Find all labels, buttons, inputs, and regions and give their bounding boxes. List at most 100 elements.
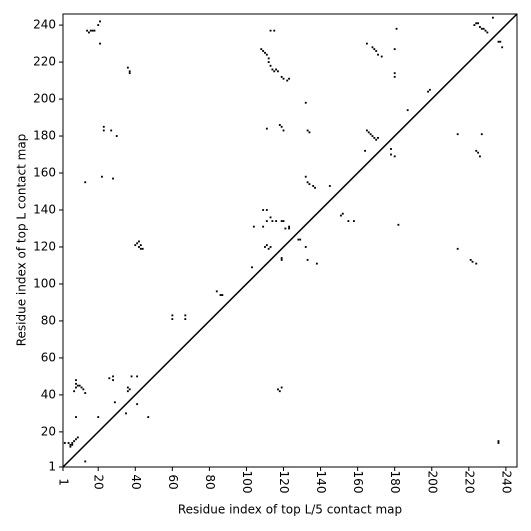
contact xyxy=(479,155,481,158)
contact xyxy=(427,90,429,93)
contact xyxy=(271,220,274,223)
contact xyxy=(93,29,96,32)
contact xyxy=(147,416,150,419)
contact xyxy=(282,77,285,80)
y-tick-label: 240 xyxy=(33,18,56,32)
contact xyxy=(219,294,222,296)
contact xyxy=(365,42,368,45)
x-tick-label: 40 xyxy=(129,474,143,489)
contact xyxy=(297,238,300,241)
contact xyxy=(306,258,309,261)
x-tick-label: 220 xyxy=(462,471,476,494)
contact xyxy=(397,223,400,226)
contact xyxy=(84,460,87,463)
contact xyxy=(75,379,77,382)
contact xyxy=(282,129,285,132)
contact xyxy=(184,318,187,321)
contact xyxy=(99,42,101,45)
contact xyxy=(456,247,459,250)
contact xyxy=(475,262,478,265)
x-tick-label: 180 xyxy=(388,471,402,494)
contact xyxy=(102,125,105,128)
contact xyxy=(280,386,283,389)
contact xyxy=(63,442,66,444)
contact xyxy=(375,138,378,141)
contact xyxy=(75,416,77,419)
contact xyxy=(126,66,129,69)
contact xyxy=(128,388,131,391)
contact xyxy=(280,75,283,78)
contact xyxy=(267,57,270,60)
y-tick-label: 1 xyxy=(48,460,56,474)
contact xyxy=(99,20,101,23)
contact xyxy=(75,438,77,441)
contact xyxy=(477,151,480,154)
contact xyxy=(76,384,79,387)
contact xyxy=(286,79,289,82)
contact xyxy=(265,209,268,211)
contact xyxy=(269,29,272,32)
contact xyxy=(377,53,379,56)
contact xyxy=(139,247,142,250)
contact xyxy=(73,390,76,393)
contact xyxy=(271,68,274,71)
contact xyxy=(280,220,283,223)
contact xyxy=(130,375,133,378)
x-tick-label: 20 xyxy=(92,474,106,489)
contact xyxy=(269,64,272,67)
x-tick-label: 160 xyxy=(351,471,365,494)
y-tick-label: 200 xyxy=(33,92,56,106)
contact xyxy=(126,386,129,389)
contact xyxy=(139,244,142,247)
contact xyxy=(480,27,483,30)
contact xyxy=(308,183,311,186)
contact xyxy=(315,262,318,265)
contact xyxy=(136,242,139,245)
contact xyxy=(75,382,77,385)
y-tick-label: 180 xyxy=(33,129,56,143)
contact xyxy=(380,55,383,58)
contact xyxy=(260,48,263,51)
contact xyxy=(284,227,287,230)
plot-frame xyxy=(62,13,518,468)
contact xyxy=(312,185,315,187)
contact xyxy=(364,149,366,152)
contact xyxy=(486,31,489,34)
contact xyxy=(141,247,144,250)
contact xyxy=(482,27,485,30)
contact xyxy=(393,75,396,78)
contact xyxy=(112,375,114,378)
contact xyxy=(280,257,283,259)
contact xyxy=(501,46,504,49)
contact xyxy=(262,209,265,211)
contact xyxy=(128,70,131,73)
contact xyxy=(353,220,355,223)
contact xyxy=(262,50,265,52)
contact xyxy=(491,16,494,19)
contact xyxy=(288,227,290,230)
contact xyxy=(265,127,268,130)
contact xyxy=(171,314,174,317)
x-tick-label: 200 xyxy=(425,471,439,494)
contact xyxy=(71,442,74,444)
contact xyxy=(136,375,139,378)
contact xyxy=(369,133,372,136)
contact xyxy=(136,403,139,406)
contact xyxy=(265,53,268,56)
contact xyxy=(264,246,266,248)
diagonal xyxy=(62,13,518,468)
contact xyxy=(299,238,302,241)
y-tick-label: 80 xyxy=(41,313,56,327)
contact xyxy=(280,125,283,128)
contact xyxy=(128,72,131,75)
contact xyxy=(288,77,290,80)
contact xyxy=(265,220,268,223)
contact xyxy=(84,181,87,184)
contact xyxy=(252,225,255,228)
y-tick-label: 160 xyxy=(33,166,56,180)
y-tick-label: 140 xyxy=(33,202,56,216)
contact xyxy=(221,294,224,296)
contact xyxy=(269,246,272,248)
